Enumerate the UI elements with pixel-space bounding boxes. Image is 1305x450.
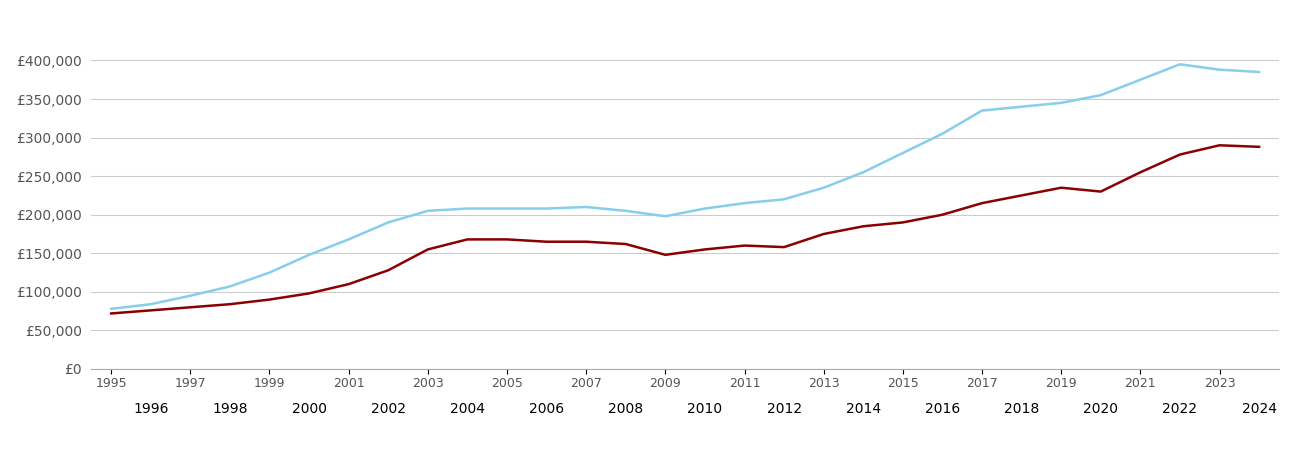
West Yorkshire [856,224,872,229]
Line: West Yorkshire: West Yorkshire [111,145,1259,314]
West Yorkshire [776,244,792,250]
England & Wales [539,206,555,211]
England & Wales [1251,69,1267,75]
England & Wales [103,306,119,311]
West Yorkshire [1014,193,1030,198]
England & Wales [1133,77,1148,82]
England & Wales [459,206,475,211]
England & Wales [856,170,872,175]
West Yorkshire [1172,152,1188,157]
England & Wales [341,237,356,242]
West Yorkshire [301,291,317,296]
West Yorkshire [144,308,159,313]
West Yorkshire [420,247,436,252]
West Yorkshire [500,237,515,242]
West Yorkshire [341,281,356,287]
West Yorkshire [1094,189,1109,194]
England & Wales [697,206,713,211]
England & Wales [500,206,515,211]
England & Wales [895,150,911,156]
West Yorkshire [578,239,594,244]
West Yorkshire [737,243,753,248]
West Yorkshire [697,247,713,252]
England & Wales [776,197,792,202]
England & Wales [934,131,950,136]
England & Wales [578,204,594,210]
West Yorkshire [262,297,278,302]
West Yorkshire [183,305,198,310]
West Yorkshire [1212,143,1228,148]
England & Wales [1094,92,1109,98]
England & Wales [183,293,198,298]
England & Wales [619,208,634,214]
England & Wales [1172,62,1188,67]
West Yorkshire [658,252,673,257]
England & Wales [222,284,238,289]
England & Wales [381,220,397,225]
England & Wales [975,108,990,113]
West Yorkshire [619,241,634,247]
England & Wales [816,185,831,190]
England & Wales [301,252,317,257]
West Yorkshire [975,200,990,206]
England & Wales [420,208,436,214]
England & Wales [144,302,159,307]
West Yorkshire [539,239,555,244]
England & Wales [262,270,278,275]
England & Wales [658,214,673,219]
England & Wales [737,200,753,206]
Line: England & Wales: England & Wales [111,64,1259,309]
England & Wales [1053,100,1069,106]
England & Wales [1212,67,1228,72]
West Yorkshire [895,220,911,225]
West Yorkshire [459,237,475,242]
West Yorkshire [1053,185,1069,190]
England & Wales [1014,104,1030,109]
West Yorkshire [1251,144,1267,149]
West Yorkshire [934,212,950,217]
West Yorkshire [103,311,119,316]
West Yorkshire [816,231,831,237]
West Yorkshire [381,268,397,273]
West Yorkshire [222,302,238,307]
West Yorkshire [1133,170,1148,175]
